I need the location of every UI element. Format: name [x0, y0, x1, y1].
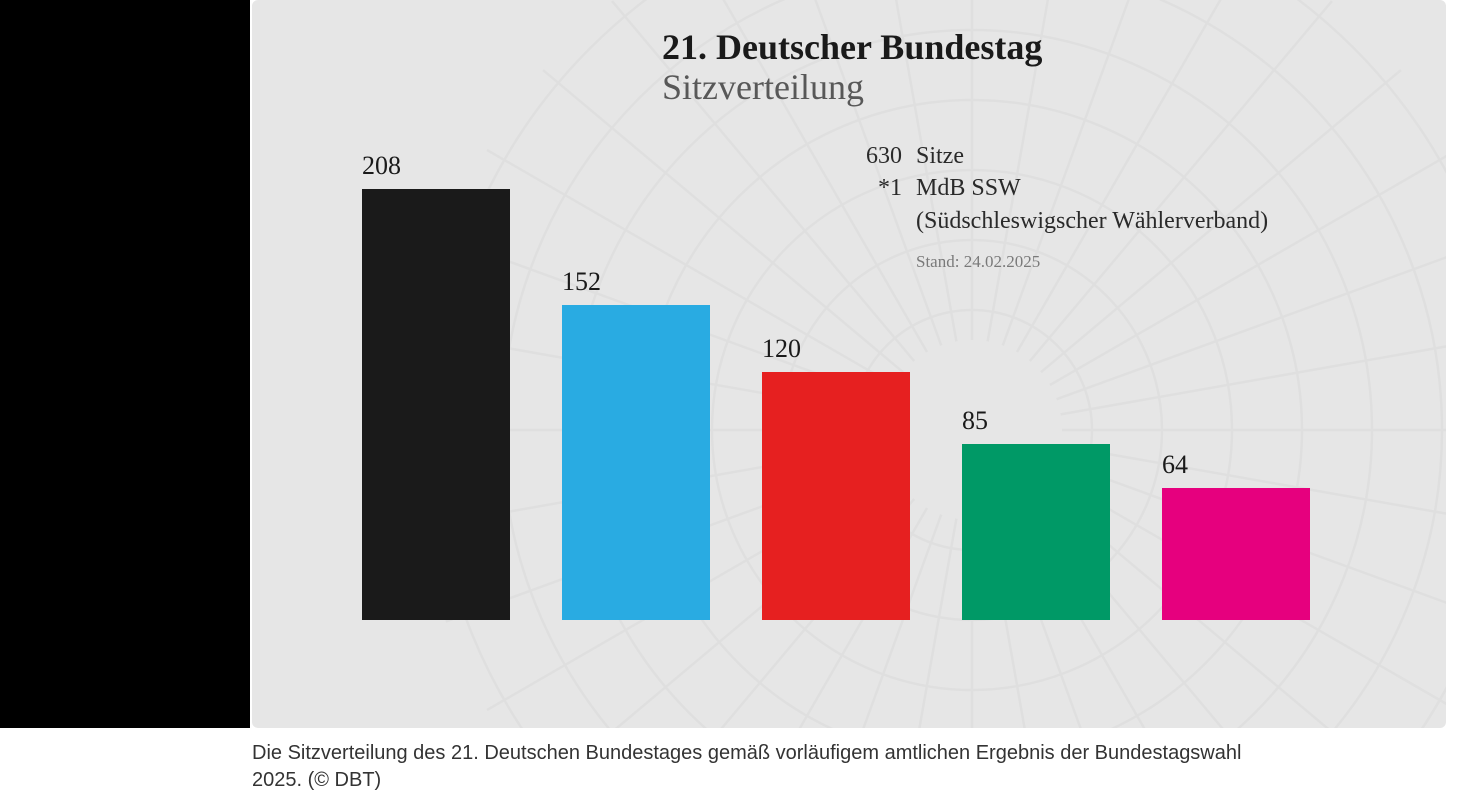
bar-rect [562, 305, 710, 620]
caption-text: Die Sitzverteilung des 21. Deutschen Bun… [252, 740, 1252, 794]
bar-value: 64 [1162, 450, 1310, 480]
bar-value: 85 [962, 406, 1110, 436]
bar-value: 208 [362, 151, 510, 181]
bar-rect [362, 189, 510, 620]
title-block: 21. Deutscher Bundestag Sitzverteilung [662, 28, 1042, 107]
bar-rect [1162, 488, 1310, 620]
chart-subtitle: Sitzverteilung [662, 68, 1042, 108]
bars-area: 208CDU/CSU152AfD120SPD85Bündnis 90/ Die … [362, 140, 1402, 700]
chart-title: 21. Deutscher Bundestag [662, 28, 1042, 68]
bar-value: 152 [562, 267, 710, 297]
bar-value: 120 [762, 334, 910, 364]
chart-panel: 21. Deutscher Bundestag Sitzverteilung 6… [252, 0, 1446, 728]
bar-rect [762, 372, 910, 620]
left-black-strip [0, 0, 250, 728]
bar-rect [962, 444, 1110, 620]
